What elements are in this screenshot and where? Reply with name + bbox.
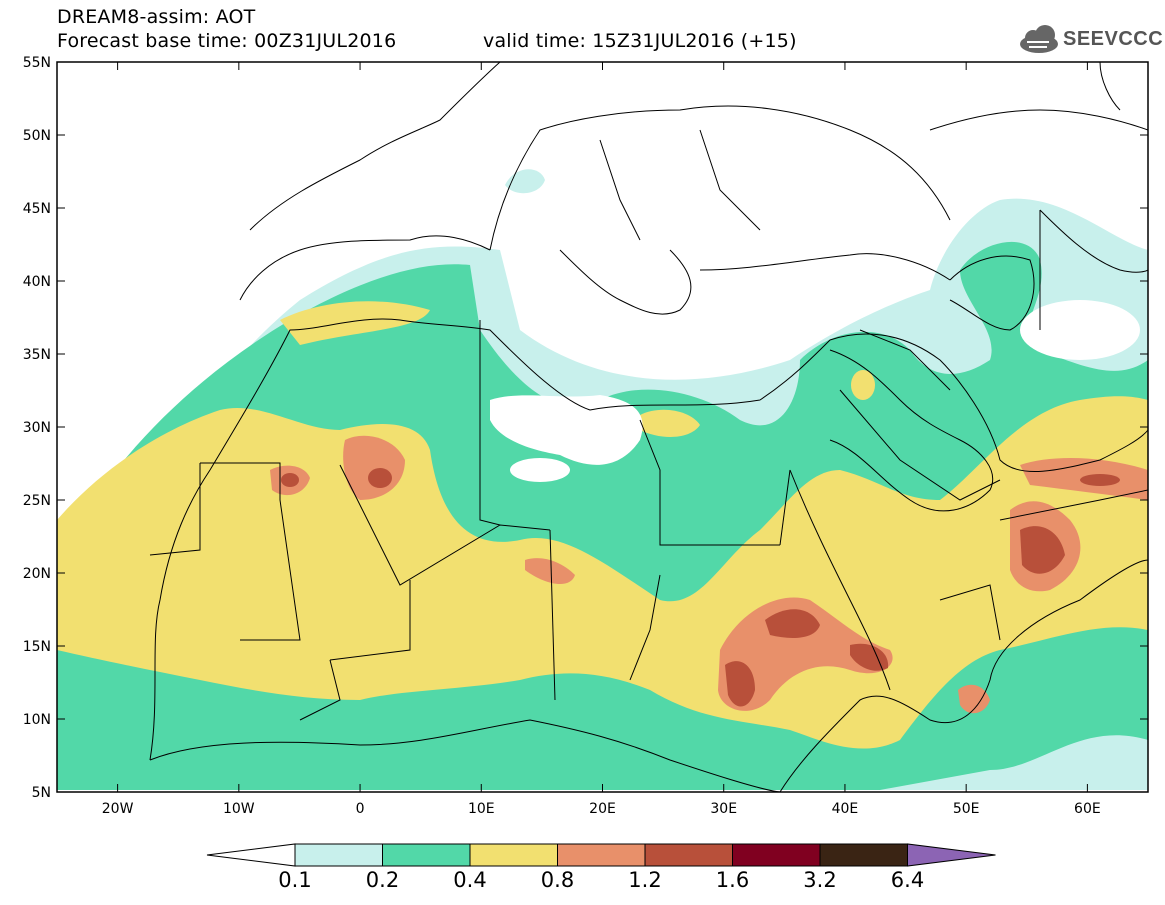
colorbar-segment <box>469 843 558 867</box>
lon-label: 0 <box>356 801 365 817</box>
colorbar-segment <box>819 843 908 867</box>
colorbar-label: 1.6 <box>715 868 750 892</box>
map-title: DREAM8-assim: AOT <box>57 6 256 28</box>
coastlines <box>149 62 1148 792</box>
colorbar-segment <box>557 843 646 867</box>
lon-label: 40E <box>832 801 859 817</box>
lon-label: 20W <box>102 801 134 817</box>
logo-text: SEEVCCC <box>1063 28 1164 50</box>
colorbar-label: 0.2 <box>365 868 400 892</box>
lon-label: 60E <box>1074 801 1101 817</box>
lon-label: 30E <box>710 801 737 817</box>
country-borders <box>149 129 1148 721</box>
colorbar-lower-extend <box>206 843 296 867</box>
colorbar-label: 6.4 <box>890 868 925 892</box>
lat-label: 30N <box>23 420 51 436</box>
valid-time: valid time: 15Z31JUL2016 (+15) <box>483 30 797 52</box>
lat-label: 50N <box>23 128 51 144</box>
lat-label: 20N <box>23 566 51 582</box>
aot-field <box>57 62 1148 792</box>
lat-label: 35N <box>23 347 51 363</box>
lat-label: 40N <box>23 274 51 290</box>
axis-ticks <box>57 61 1148 793</box>
lat-label: 10N <box>23 712 51 728</box>
latitude-labels: 55N 50N 45N 40N 35N 30N 25N 20N 15N 10N 5N <box>23 55 51 801</box>
colorbar-label: 0.4 <box>453 868 487 892</box>
colorbar <box>206 843 996 867</box>
lon-label: 20E <box>589 801 616 817</box>
colorbar-segment <box>382 843 471 867</box>
colorbar-label: 3.2 <box>803 868 837 892</box>
colorbar-label: 0.8 <box>540 868 575 892</box>
lat-label: 25N <box>23 493 51 509</box>
lat-label: 45N <box>23 201 51 217</box>
longitude-labels: 20W 10W 0 10E 20E 30E 40E 50E 60E <box>102 801 1101 817</box>
colorbar-segment <box>294 843 383 867</box>
lon-label: 50E <box>953 801 980 817</box>
cloud-icon <box>1020 25 1058 53</box>
forecast-base-time: Forecast base time: 00Z31JUL2016 <box>57 30 397 52</box>
colorbar-label: 0.1 <box>278 868 312 892</box>
colorbar-segment <box>732 843 821 867</box>
lat-label: 55N <box>23 55 51 71</box>
lat-label: 15N <box>23 639 51 655</box>
colorbar-label: 1.2 <box>628 868 662 892</box>
lon-label: 10E <box>468 801 495 817</box>
lat-label: 5N <box>32 785 51 801</box>
lon-label: 10W <box>223 801 255 817</box>
colorbar-segment <box>644 843 733 867</box>
colorbar-upper-extend <box>907 843 996 867</box>
